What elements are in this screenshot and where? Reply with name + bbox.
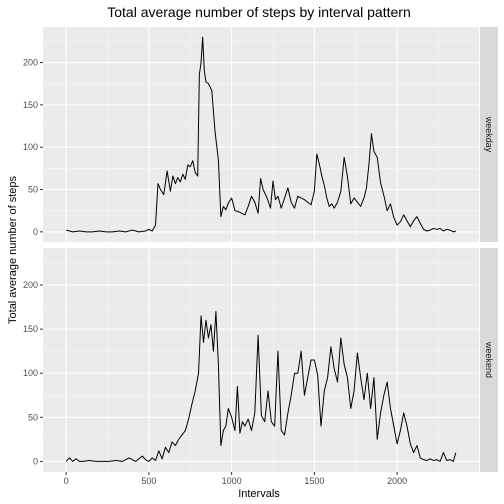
y-axis-title: Total average number of steps: [7, 176, 19, 324]
x-axis-title: Intervals: [238, 488, 280, 500]
x-axis: 0 500 1000 1500 2000: [64, 472, 407, 486]
series-line-weekend: [65, 311, 457, 462]
x-tick-label: 1000: [222, 476, 242, 486]
y-tick-label: 0: [33, 456, 38, 466]
facet-strip-label: weekday: [484, 116, 494, 153]
y-tick-label: 100: [23, 142, 38, 152]
y-tick-label: 200: [23, 58, 38, 68]
facet-strip: [480, 248, 498, 472]
x-tick-label: 1500: [304, 476, 324, 486]
chart-title: Total average number of steps by interva…: [107, 4, 411, 20]
facet-strip: [480, 27, 498, 242]
panel-background: [43, 248, 479, 472]
x-tick-label: 0: [64, 476, 69, 486]
panels: 0 50 100 150 200 weekday 0 50 100 150 200 weekend 0 5…: [23, 27, 498, 486]
y-tick-label: 50: [28, 185, 38, 195]
panel-weekend: 0 50 100 150 200 weekend: [23, 248, 498, 472]
series-line-weekday: [66, 36, 456, 233]
panel-background: [43, 27, 479, 242]
y-tick-label: 200: [23, 280, 38, 290]
x-tick-label: 500: [141, 476, 156, 486]
panel-weekday: 0 50 100 150 200 weekday: [23, 27, 498, 242]
y-tick-label: 50: [28, 412, 38, 422]
y-tick-label: 100: [23, 368, 38, 378]
x-tick-label: 2000: [387, 476, 407, 486]
y-tick-label: 0: [33, 227, 38, 237]
y-tick-label: 150: [23, 324, 38, 334]
y-tick-label: 150: [23, 100, 38, 110]
facet-strip-label: weekend: [484, 341, 494, 378]
